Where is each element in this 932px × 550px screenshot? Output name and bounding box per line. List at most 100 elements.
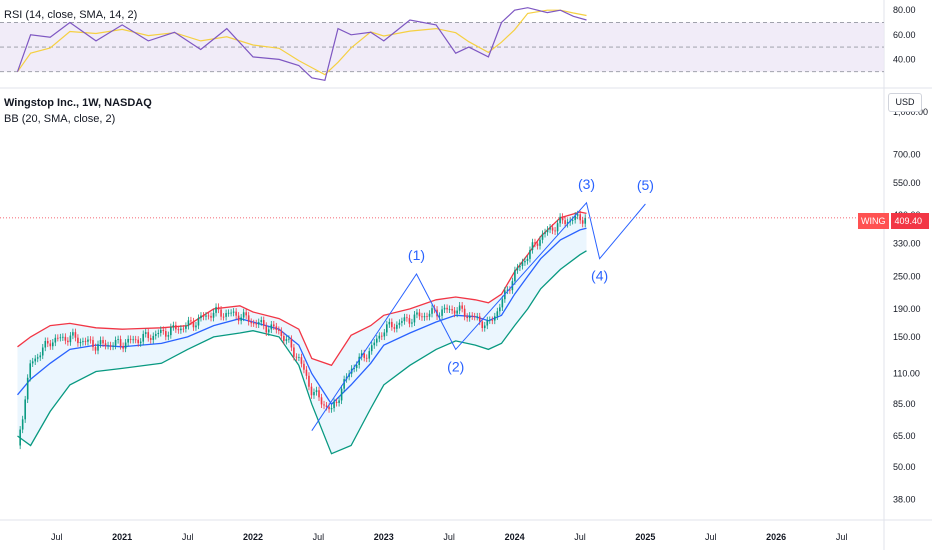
price-tick-label: 50.00 (893, 462, 916, 472)
candle-body (531, 242, 534, 250)
candle-body (41, 347, 44, 356)
symbol-badge: WING (858, 213, 889, 229)
rsi-tick-label: 80.00 (893, 5, 916, 15)
candle-body (293, 347, 295, 357)
rsi-line (16, 7, 587, 81)
candles (19, 210, 587, 450)
candle-body (313, 392, 315, 396)
candle-body (473, 316, 476, 318)
candle-body (456, 310, 458, 314)
candle-body (340, 388, 343, 401)
candle-body (72, 332, 74, 336)
candle-body (225, 313, 227, 317)
candle-body (137, 339, 139, 344)
candle-body (202, 315, 205, 317)
candle-body (107, 345, 109, 347)
candle-body (333, 402, 335, 409)
candle-body (408, 318, 411, 324)
candle-body (142, 333, 145, 342)
candle-body (157, 332, 160, 335)
price-tick-label: 330.00 (893, 238, 921, 248)
candle-body (516, 267, 519, 271)
candle-body (323, 404, 325, 406)
candle-body (134, 339, 137, 341)
candle-body (559, 216, 561, 224)
price-value: 409.40 (890, 213, 929, 229)
candle-body (69, 335, 72, 343)
candle-body (54, 337, 57, 343)
candle-body (222, 316, 225, 318)
candle-body (97, 344, 99, 351)
candle-body (365, 357, 368, 359)
candle-body (383, 332, 386, 337)
candle-body (165, 331, 167, 337)
candle-body (423, 316, 426, 318)
candle-body (102, 340, 104, 344)
candle-body (501, 299, 504, 308)
candle-body (441, 309, 443, 316)
candle-body (353, 368, 355, 369)
candle-body (320, 397, 323, 405)
chart-title: Wingstop Inc., 1W, NASDAQ (4, 97, 152, 109)
candle-body (139, 341, 142, 344)
candle-body (486, 320, 489, 326)
candle-body (185, 325, 187, 329)
candle-body (328, 406, 330, 410)
currency-button[interactable]: USD (888, 93, 922, 112)
candle-body (52, 342, 54, 347)
candle-body (154, 334, 157, 336)
time-tick-label: 2021 (112, 532, 132, 542)
candle-body (232, 311, 235, 313)
candle-body (200, 315, 202, 318)
candle-body (210, 315, 212, 318)
candle-body (84, 341, 87, 342)
candle-body (564, 220, 566, 225)
candle-body (275, 326, 278, 330)
candle-body (561, 216, 564, 221)
candle-body (524, 260, 526, 263)
candle-body (554, 230, 556, 232)
candle-body (468, 315, 471, 319)
candle-body (257, 322, 260, 325)
candle-body (265, 325, 268, 333)
candle-body (67, 340, 69, 343)
candle-body (59, 337, 62, 339)
candle-body (29, 363, 32, 378)
last-price-badge: WING 409.40 (858, 213, 929, 229)
candle-body (388, 321, 391, 325)
candle-body (338, 400, 340, 403)
time-tick-label: Jul (705, 532, 717, 542)
candle-body (262, 320, 265, 326)
candle-body (240, 317, 242, 321)
candle-body (343, 379, 345, 389)
price-tick-label: 65.00 (893, 431, 916, 441)
candle-body (481, 321, 484, 329)
candle-body (283, 336, 285, 341)
rsi-tick-label: 40.00 (893, 54, 916, 64)
candle-body (461, 305, 463, 309)
candle-body (421, 316, 423, 318)
wave-label: (2) (447, 358, 464, 374)
price-tick-label: 1,000.00 (893, 107, 928, 117)
candle-body (483, 325, 486, 329)
candle-body (192, 321, 195, 328)
time-tick-label: Jul (182, 532, 194, 542)
candle-body (290, 338, 293, 348)
candle-body (526, 258, 529, 261)
candle-body (285, 339, 288, 341)
candle-body (325, 405, 328, 407)
candle-body (144, 332, 147, 334)
candle-body (175, 325, 177, 330)
candle-body (36, 357, 39, 359)
candle-body (303, 363, 305, 370)
candle-body (170, 327, 172, 336)
candle-body (521, 262, 524, 266)
candle-body (187, 320, 190, 326)
wave-label: (5) (637, 177, 654, 193)
price-tick-label: 550.00 (893, 178, 921, 188)
time-tick-label: 2024 (505, 532, 525, 542)
candle-body (180, 328, 182, 331)
candle-body (288, 338, 290, 340)
candle-body (132, 339, 134, 341)
